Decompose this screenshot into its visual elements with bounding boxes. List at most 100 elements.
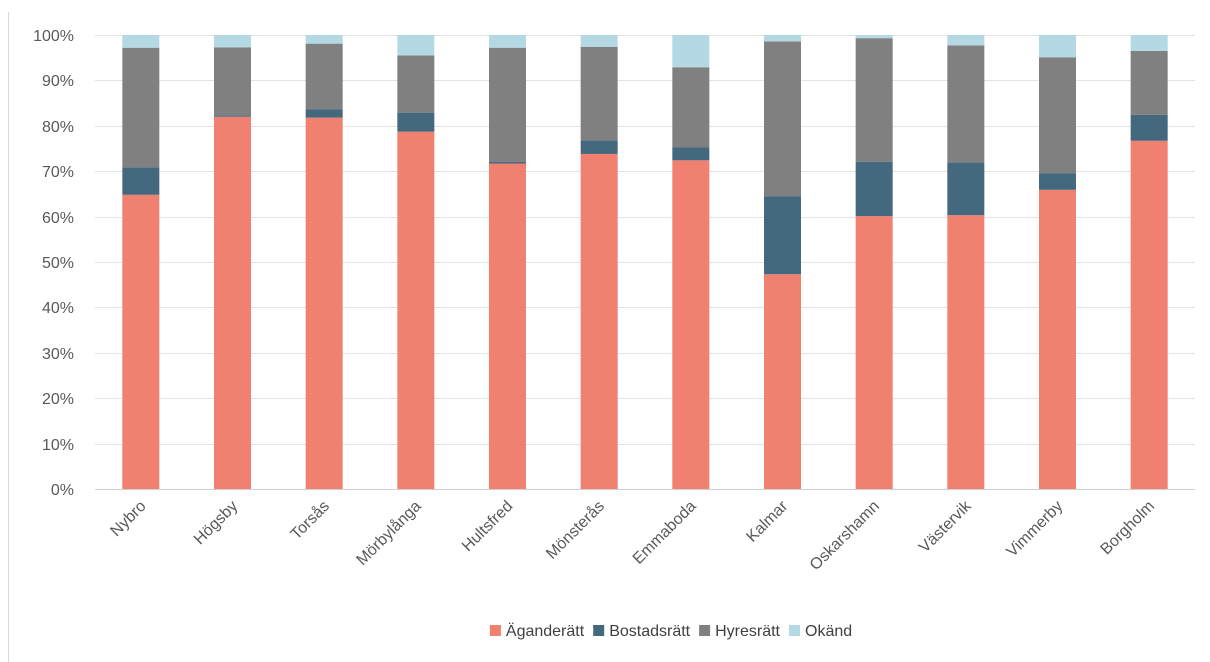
x-tick-label: Hultsfred: [459, 498, 516, 555]
bar-segment: [855, 38, 893, 162]
bar-segment: [947, 162, 985, 216]
bar-stack: [397, 35, 435, 489]
bar-stack: [855, 35, 893, 489]
bar-segment: [214, 115, 251, 117]
bar-segment: [947, 215, 985, 490]
x-tick-label: Borgholm: [1098, 498, 1158, 558]
bar-segment: [397, 112, 435, 132]
bar-segment: [305, 35, 343, 44]
bar-segment: [489, 163, 526, 490]
bar-segment: [947, 45, 985, 163]
y-axis-ticks: 0% 10% 20% 30% 40% 50% 60% 70% 80% 90% 100%: [33, 28, 74, 499]
legend-item: Äganderätt: [489, 622, 585, 640]
bar-segment: [489, 35, 526, 48]
bar-segment: [947, 35, 985, 46]
legend-label: Bostadsrätt: [609, 623, 690, 640]
bar-segment: [397, 35, 435, 56]
y-tick-label: 60%: [42, 210, 74, 227]
y-tick-label: 90%: [42, 73, 74, 90]
legend-swatch: [593, 625, 605, 636]
bar-segment: [122, 167, 160, 195]
y-tick-label: 30%: [42, 346, 74, 363]
bar-segment: [1130, 50, 1168, 115]
y-tick-label: 70%: [42, 164, 74, 181]
bar-stack: [672, 35, 710, 490]
bar-stack: [1130, 35, 1168, 489]
bar-segment: [672, 160, 710, 490]
bar-segment: [855, 216, 893, 489]
bar-stack: [1039, 35, 1076, 489]
x-tick-label: Högsby: [191, 498, 241, 548]
bar-segment: [1130, 114, 1168, 141]
legend-item: Hyresrätt: [699, 623, 781, 640]
x-tick-label: Mörbylånga: [353, 497, 425, 569]
bar-segment: [214, 116, 251, 489]
bar-segment: [764, 196, 801, 275]
bar-segment: [1039, 35, 1076, 58]
bar-stack: [214, 35, 251, 489]
bar-stack: [580, 35, 618, 489]
x-tick-label: Vimmerby: [1004, 498, 1067, 561]
legend-swatch: [789, 625, 800, 636]
bar-stack: [489, 35, 526, 490]
y-tick-label: 20%: [42, 391, 74, 408]
bar-segment: [214, 35, 251, 48]
x-tick-label: Oskarshamn: [807, 498, 883, 574]
bar-segment: [764, 41, 801, 197]
x-tick-label: Mönsterås: [542, 497, 608, 563]
bar-segment: [489, 161, 526, 164]
bars: [122, 35, 1168, 490]
bar-segment: [1039, 173, 1076, 190]
x-tick-label: Torsås: [287, 497, 333, 543]
bar-segment: [672, 147, 710, 161]
bar-segment: [122, 35, 160, 48]
bar-segment: [1130, 35, 1168, 51]
legend-label: Okänd: [805, 623, 852, 640]
x-tick-label: Kalmar: [743, 497, 791, 545]
bar-segment: [305, 43, 343, 110]
bar-segment: [397, 131, 435, 489]
legend-label: Äganderätt: [506, 622, 585, 640]
bar-segment: [305, 109, 343, 118]
bar-segment: [122, 47, 160, 168]
bar-stack: [305, 35, 343, 489]
bar-segment: [855, 35, 893, 39]
y-tick-label: 0%: [51, 482, 74, 499]
bar-segment: [489, 47, 526, 162]
bar-segment: [1130, 140, 1168, 489]
bar-segment: [764, 274, 801, 489]
bar-stack: [764, 35, 801, 489]
bar-segment: [305, 117, 343, 489]
bar-segment: [397, 55, 435, 113]
y-tick-label: 100%: [33, 28, 74, 45]
legend-swatch: [699, 625, 711, 636]
bar-segment: [580, 46, 618, 141]
bar-stack: [122, 35, 160, 489]
legend-item: Okänd: [789, 623, 852, 640]
x-tick-label: Emmaboda: [630, 498, 700, 568]
bar-segment: [580, 153, 618, 489]
legend-swatch: [489, 625, 501, 636]
x-tick-label: Västervik: [916, 497, 975, 556]
bar-segment: [214, 47, 251, 116]
x-tick-label: Nybro: [107, 498, 149, 540]
bar-stack: [947, 35, 985, 490]
bar-segment: [580, 140, 618, 154]
bar-segment: [122, 194, 160, 489]
bar-segment: [672, 35, 710, 68]
legend: Äganderätt Bostadsrätt Hyresrätt Okänd: [489, 622, 852, 640]
y-tick-label: 10%: [42, 437, 74, 454]
x-axis-ticks: Nybro Högsby Torsås Mörbylånga Hultsfred Möns…: [107, 497, 1158, 574]
bar-segment: [1039, 189, 1076, 489]
gridlines: [95, 35, 1195, 490]
legend-label: Hyresrätt: [715, 623, 780, 640]
bar-segment: [855, 161, 893, 217]
bar-segment: [1039, 57, 1076, 174]
bar-segment: [580, 35, 618, 47]
bar-segment: [764, 35, 801, 42]
y-tick-label: 80%: [42, 119, 74, 136]
bar-segment: [672, 67, 710, 148]
y-tick-label: 40%: [42, 300, 74, 317]
